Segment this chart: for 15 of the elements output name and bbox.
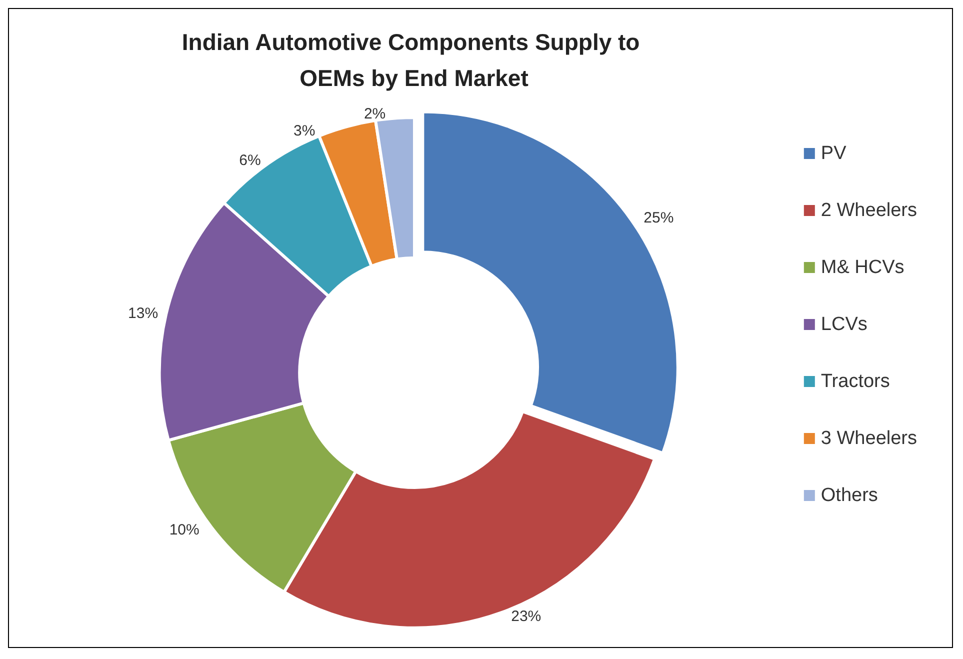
data-label: 2%: [364, 106, 386, 123]
data-label: 23%: [511, 608, 542, 626]
legend-label: LCVs: [820, 314, 868, 335]
legend-label: Others: [820, 485, 878, 506]
legend-label: 2 Wheelers: [820, 200, 918, 221]
legend-label: PV: [820, 143, 847, 164]
legend-label: Tractors: [820, 371, 890, 392]
legend-label: M& HCVs: [820, 257, 904, 278]
chart-title: Indian Automotive Components Supply to OEMs by End Market: [182, 29, 646, 91]
data-label: 13%: [128, 305, 158, 322]
data-label: 25%: [644, 209, 674, 226]
data-label: 3%: [293, 122, 316, 140]
data-label: 10%: [169, 521, 200, 538]
legend-label: 3 Wheelers: [820, 428, 918, 449]
data-label: 6%: [239, 152, 261, 170]
